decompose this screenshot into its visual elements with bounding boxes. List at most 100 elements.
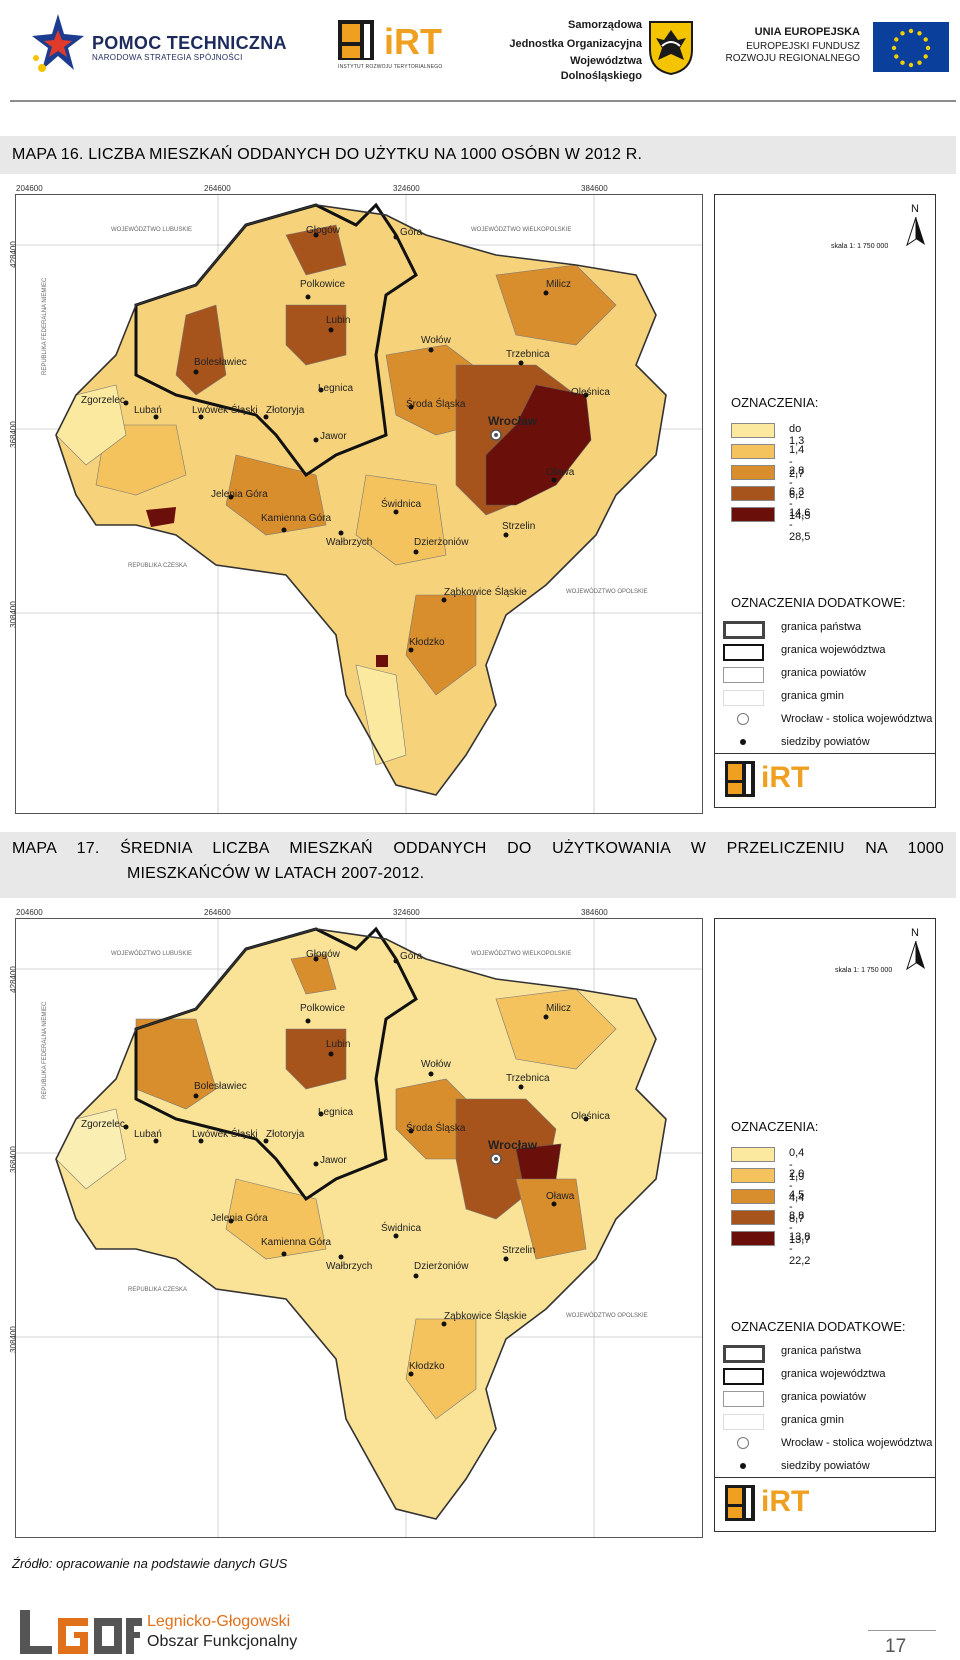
page-number: 17 <box>885 1636 907 1657</box>
city-luban: Lubań <box>134 405 162 416</box>
map-17-frame: WOJEWÓDZTWO LUBUSKIE WOJEWÓDZTWO WIELKOP… <box>15 918 703 1538</box>
region-lubuskie: WOJEWÓDZTWO LUBUSKIE <box>111 226 192 233</box>
city-olesnica: Oleśnica <box>571 387 610 398</box>
region-opolskie: WOJEWÓDZTWO OPOLSKIE <box>566 588 648 595</box>
north-arrow-icon <box>906 217 925 247</box>
city-lubin: Lubin <box>326 315 350 326</box>
map-16-title: MAPA 16. LICZBA MIESZKAŃ ODDANYCH DO UŻY… <box>12 146 643 163</box>
legend-extra-list: granica państwa granica województwa gran… <box>723 619 933 757</box>
legend-title: OZNACZENIA: <box>731 395 819 410</box>
map-17-title-line-2: MIESZKAŃCÓW W LATACH 2007-2012. <box>127 865 425 882</box>
city-olesnica-m17: Oleśnica <box>571 1111 610 1122</box>
city-kamienna-gora-m17: Kamienna Góra <box>261 1237 331 1248</box>
map-17-legend: N skala 1: 1 750 000 OZNACZENIA: 0,4 - 1… <box>714 918 936 1532</box>
region-niemcy: REPUBLIKA FEDERALNA NIEMIEC <box>42 277 48 375</box>
north-arrow-icon-m17 <box>906 941 925 971</box>
legend-county-seat-m17: siedziby powiatów <box>723 1458 933 1481</box>
legend-divider-m17 <box>715 1477 935 1478</box>
city-milicz-m17: Milicz <box>546 1003 571 1014</box>
coord-x-3-m17: 324600 <box>393 908 420 917</box>
legend-irt-mark-m17 <box>725 1485 755 1521</box>
source-note: Źródło: opracowanie na podstawie danych … <box>12 1556 288 1571</box>
city-legnica-m17: Legnica <box>318 1107 353 1118</box>
city-walbrzych: Wałbrzych <box>326 537 372 548</box>
legend-irt-mark <box>725 761 755 797</box>
city-olawa: Oława <box>546 467 575 478</box>
city-strzelin-m17: Strzelin <box>502 1245 535 1256</box>
map-17-title-bar: MAPA 17. ŚREDNIA LICZBA MIESZKAŃ ODDANYC… <box>0 832 956 898</box>
page-header: POMOC TECHNICZNA NARODOWA STRATEGIA SPÓJ… <box>0 0 960 100</box>
map-17-cities: Góra Głogów Polkowice Milicz Lubin Wołów… <box>81 949 610 1377</box>
map-16-canvas: WOJEWÓDZTWO LUBUSKIE WOJEWÓDZTWO WIELKOP… <box>16 195 702 813</box>
city-zabkowice-slaskie: Ząbkowice Śląskie <box>444 585 527 598</box>
city-olawa-m17: Oława <box>546 1191 575 1202</box>
header-divider <box>10 100 956 102</box>
legend-state-border-m17: granica państwa <box>723 1343 933 1366</box>
scale-text: skala 1: 1 750 000 <box>831 243 889 250</box>
map-16-legend: N skala 1: 1 750 000 OZNACZENIA: do 1,3 … <box>714 194 936 808</box>
city-klodzko-m17: Kłodzko <box>409 1361 445 1372</box>
legend-county-seat: siedziby powiatów <box>723 734 933 757</box>
legend-irt-text: iRT <box>761 761 810 794</box>
map-17-canvas: WOJEWÓDZTWO LUBUSKIE WOJEWÓDZTWO WIELKOP… <box>16 919 702 1537</box>
city-trzebnica-m17: Trzebnica <box>506 1073 550 1084</box>
map-16-frame: WOJEWÓDZTWO LUBUSKIE WOJEWÓDZTWO WIELKOP… <box>15 194 703 814</box>
coord-x-4-m17: 384600 <box>581 908 608 917</box>
city-zlotoryja: Złotoryja <box>266 405 305 416</box>
region-opolskie-m17: WOJEWÓDZTWO OPOLSKIE <box>566 1312 648 1319</box>
region-niemcy-m17: REPUBLIKA FEDERALNA NIEMIEC <box>42 1001 48 1099</box>
city-legnica: Legnica <box>318 383 353 394</box>
pomoc-techniczna-title: POMOC TECHNICZNA <box>92 33 287 53</box>
map-16-title-bar: MAPA 16. LICZBA MIESZKAŃ ODDANYCH DO UŻY… <box>0 136 956 174</box>
lgof-name-line-2: Obszar Funkcjonalny <box>147 1633 298 1650</box>
city-wroclaw: Wrocław <box>488 414 538 428</box>
north-label: N <box>911 203 919 215</box>
legend-divider <box>715 753 935 754</box>
pomoc-techniczna-logo <box>32 14 84 72</box>
region-wielkopolskie-m17: WOJEWÓDZTWO WIELKOPOLSKIE <box>471 950 571 957</box>
map-16-cities: Góra Głogów Polkowice Milicz Lubin Wołów… <box>81 225 610 653</box>
city-wroclaw-m17: Wrocław <box>488 1138 538 1152</box>
region-wielkopolskie: WOJEWÓDZTWO WIELKOPOLSKIE <box>471 226 571 233</box>
legend-county-border: granica powiatów <box>723 665 933 688</box>
city-lwowek-slaski-m17: Lwówek Śląski <box>192 1127 258 1140</box>
city-sroda-slaska: Środa Śląska <box>406 397 466 410</box>
city-luban-m17: Lubań <box>134 1129 162 1140</box>
city-dzierzoniow-m17: Dzierżoniów <box>414 1261 469 1272</box>
city-zabkowice-slaskie-m17: Ząbkowice Śląskie <box>444 1309 527 1322</box>
page-number-rule <box>868 1630 936 1631</box>
map-17-title-line-1: MAPA 17. ŚREDNIA LICZBA MIESZKAŃ ODDANYC… <box>12 840 944 857</box>
city-trzebnica: Trzebnica <box>506 349 550 360</box>
region-czechy-m17: REPUBLIKA CZESKA <box>128 1287 187 1293</box>
scale-text-m17: skala 1: 1 750 000 <box>835 967 893 974</box>
city-jelenia-gora: Jelenia Góra <box>211 489 268 500</box>
city-walbrzych-m17: Wałbrzych <box>326 1261 372 1272</box>
city-sroda-slaska-m17: Środa Śląska <box>406 1121 466 1134</box>
sjo-line-2: Jednostka Organizacyjna <box>509 38 642 50</box>
city-glogow-m17: Głogów <box>306 949 341 960</box>
city-boleslawiec-m17: Bolesławiec <box>194 1081 247 1092</box>
legend-voivodeship-border: granica województwa <box>723 642 933 665</box>
city-boleslawiec: Bolesławiec <box>194 357 247 368</box>
coord-x-4: 384600 <box>581 184 608 193</box>
eu-fund-line-2: ROZWOJU REGIONALNEGO <box>725 53 860 64</box>
legend-county-border-m17: granica powiatów <box>723 1389 933 1412</box>
legend-irt-text-m17: iRT <box>761 1485 810 1518</box>
city-gora: Góra <box>400 227 423 238</box>
city-lubin-m17: Lubin <box>326 1039 350 1050</box>
city-polkowice: Polkowice <box>300 279 345 290</box>
city-jawor: Jawor <box>320 431 347 442</box>
city-lwowek-slaski: Lwówek Śląski <box>192 403 258 416</box>
city-polkowice-m17: Polkowice <box>300 1003 345 1014</box>
legend-extra-list-m17: granica państwa granica województwa gran… <box>723 1343 933 1481</box>
legend-commune-border: granica gmin <box>723 688 933 711</box>
legend-capital: Wrocław - stolica województwa <box>723 711 933 734</box>
coord-x-1-m17: 204600 <box>16 908 43 917</box>
city-dzierzoniow: Dzierżoniów <box>414 537 469 548</box>
city-swidnica-m17: Świdnica <box>381 1221 421 1234</box>
legend-commune-border-m17: granica gmin <box>723 1412 933 1435</box>
legend-state-border: granica państwa <box>723 619 933 642</box>
coord-x-2: 264600 <box>204 184 231 193</box>
coord-x-3: 324600 <box>393 184 420 193</box>
city-zgorzelec: Zgorzelec <box>81 395 125 406</box>
